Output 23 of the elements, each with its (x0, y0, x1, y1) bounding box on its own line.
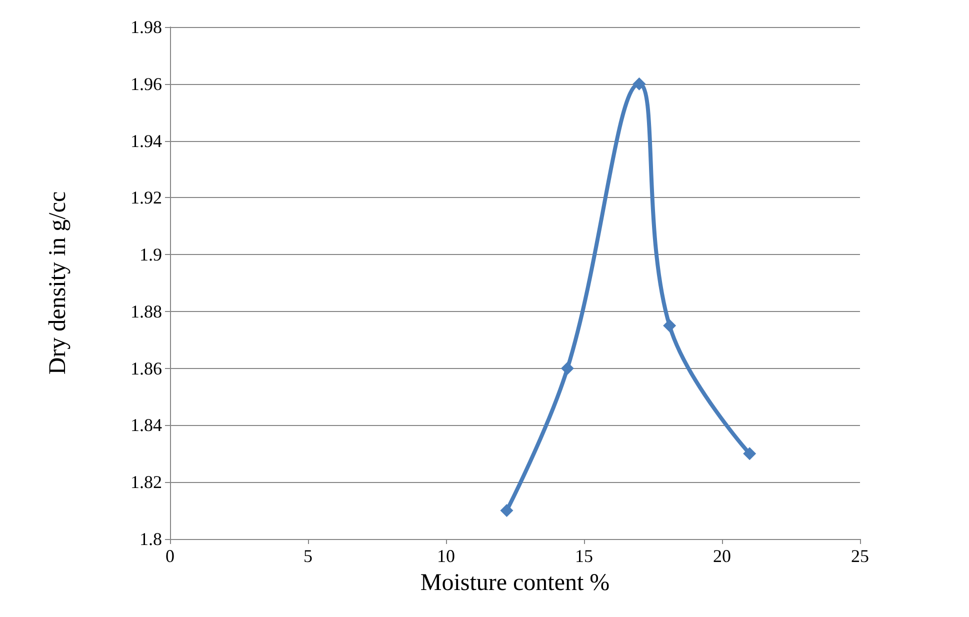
y-tick-label: 1.9 (140, 244, 162, 265)
point (663, 319, 676, 332)
y-tick-label: 1.92 (130, 188, 162, 208)
y-tick-label: 1.84 (130, 415, 162, 436)
x-tick-label: 15 (575, 546, 593, 566)
y-tick-label: 1.8 (140, 529, 162, 549)
x-tick-label: 0 (166, 546, 174, 566)
y-tick-label: 1.96 (130, 74, 162, 94)
y-tick-label: 1.86 (130, 358, 162, 378)
y-tick-label: 1.94 (130, 130, 162, 151)
x-tick-label: 20 (713, 546, 731, 566)
y-tick-label: 1.82 (130, 472, 162, 492)
point (632, 77, 646, 90)
x-tick-label: 25 (851, 546, 869, 566)
x-tick-label: 5 (304, 546, 312, 566)
point (560, 362, 574, 375)
y-tick-label: 1.98 (130, 17, 162, 37)
y-axis-title: Dry density in g/cc (45, 191, 71, 375)
x-axis-title: Moisture content % (420, 570, 610, 596)
x-tick-label: 10 (437, 546, 455, 566)
point (743, 447, 756, 460)
point (500, 504, 514, 518)
y-tick-label: 1.88 (130, 301, 162, 322)
